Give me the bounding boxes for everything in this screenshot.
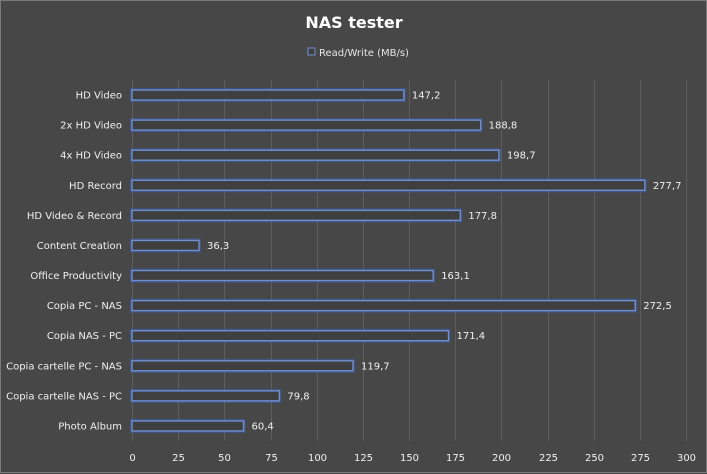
bar xyxy=(131,299,636,312)
category-label: 2x HD Video xyxy=(60,121,122,132)
bar xyxy=(131,89,405,101)
x-tick-label: 275 xyxy=(631,453,650,464)
legend-label: Read/Write (MB/s) xyxy=(319,48,409,59)
bar xyxy=(131,360,354,372)
labels-layer: 0 25 50 75 100 125 150 175 200 225 250 275 300 HD Vid… xyxy=(6,91,696,464)
x-tick-label: 125 xyxy=(354,453,373,464)
x-tick-label: 100 xyxy=(308,453,327,464)
bar xyxy=(131,209,462,222)
bars-layer xyxy=(130,88,647,433)
category-label: 4x HD Video xyxy=(60,151,122,162)
data-label: 119,7 xyxy=(361,361,390,372)
bar xyxy=(131,119,482,131)
bar xyxy=(131,330,450,342)
bar xyxy=(131,149,500,161)
data-label: 36,3 xyxy=(207,241,229,252)
x-tick-label: 50 xyxy=(218,453,231,464)
legend-swatch xyxy=(307,47,316,56)
category-label: Copia cartelle PC - NAS xyxy=(6,361,122,372)
category-label: Content Creation xyxy=(37,241,122,252)
legend: Read/Write (MB/s) xyxy=(307,47,409,59)
bar xyxy=(131,420,245,432)
category-label: Copia PC - NAS xyxy=(47,301,122,312)
category-label: HD Video xyxy=(76,91,122,102)
category-label: Photo Album xyxy=(58,421,122,432)
data-label: 272,5 xyxy=(643,301,672,312)
x-tick-label: 0 xyxy=(129,453,135,464)
data-label: 79,8 xyxy=(287,391,309,402)
x-tick-label: 200 xyxy=(492,453,511,464)
data-label: 177,8 xyxy=(468,211,497,222)
data-label: 198,7 xyxy=(507,151,536,162)
category-label: Copia cartelle NAS - PC xyxy=(6,391,122,402)
grid-layer xyxy=(132,80,687,441)
category-label: HD Record xyxy=(69,181,122,192)
x-tick-label: 175 xyxy=(446,453,465,464)
bar xyxy=(131,239,200,252)
bar xyxy=(131,390,281,402)
data-label: 277,7 xyxy=(653,181,682,192)
bar xyxy=(131,269,434,282)
category-label: Office Productivity xyxy=(30,271,122,282)
data-label: 147,2 xyxy=(412,91,441,102)
x-tick-label: 25 xyxy=(172,453,185,464)
data-label: 171,4 xyxy=(457,331,486,342)
data-label: 188,8 xyxy=(489,121,518,132)
x-tick-label: 75 xyxy=(265,453,278,464)
x-tick-label: 250 xyxy=(585,453,604,464)
category-label: HD Video & Record xyxy=(27,211,122,222)
data-label: 163,1 xyxy=(441,271,470,282)
category-label: Copia NAS - PC xyxy=(47,331,122,342)
bar xyxy=(131,179,646,191)
chart-title: NAS tester xyxy=(305,13,402,32)
x-tick-label: 150 xyxy=(400,453,419,464)
x-tick-label: 225 xyxy=(539,453,558,464)
data-label: 60,4 xyxy=(252,421,274,432)
x-tick-label: 300 xyxy=(677,453,696,464)
